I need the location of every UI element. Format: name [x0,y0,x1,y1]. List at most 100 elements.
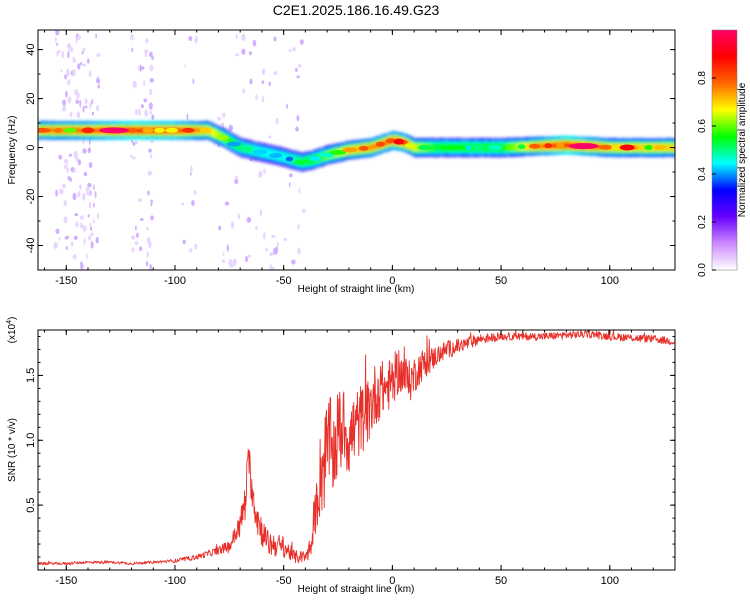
ridge-cell [177,127,180,133]
ridge-cell [383,139,386,146]
ridge-cell [541,143,544,150]
spectrogram-panel: -150 -100 -50 0 50 100 -40 -20 0 20 40 Height of s… [7,29,676,295]
noise-blob [247,254,252,258]
noise-blob [190,165,193,174]
noise-blob [70,241,74,247]
noise-blob [139,217,144,222]
noise-blob [75,38,78,44]
hotspot [38,127,51,133]
noise-blob [82,138,85,145]
ridge-cell [283,154,286,161]
hotspot [226,141,242,147]
noise-blob [144,109,149,117]
noise-blob [244,256,249,263]
x-tick-label: -150 [55,275,77,287]
noise-blob [77,63,81,70]
ridge-cell [369,144,372,151]
hotspot [216,135,229,141]
y-tick-label: 1.0 [25,433,37,448]
noise-blob [292,47,296,52]
ridge-cell [524,143,527,150]
noise-blob [189,248,193,253]
noise-blob [72,254,77,260]
noise-blob [56,42,59,46]
hotspot [417,145,432,151]
ridge-cell [198,127,201,134]
noise-blob [96,104,100,112]
ridge-cell [431,144,434,151]
ridge-cell [79,127,82,134]
noise-blob [62,99,67,106]
ridge-cell [293,157,296,163]
noise-blob [146,226,149,231]
noise-blob [87,214,90,218]
ridge-cell [227,137,230,143]
noise-blob [80,261,83,267]
ridge-cell [563,142,566,149]
ridge-cell [515,144,518,151]
noise-blob [72,56,75,63]
noise-blob [66,166,69,174]
ridge-cell [319,154,322,160]
noise-blob [77,159,82,166]
noise-blob [82,148,87,154]
noise-blob [286,103,288,110]
noise-blob [149,88,153,96]
x-tick-label: 0 [389,275,395,287]
ridge-cell [514,143,517,150]
noise-blob [55,228,60,235]
ridge-cell [652,145,655,151]
noise-blob [82,225,87,232]
ridge-cell [666,144,669,151]
ridge-cell [442,144,445,151]
noise-blob [90,241,94,249]
noise-blob [134,240,139,246]
hotspot [245,146,252,152]
hotspot [469,145,487,151]
hotspot [318,152,335,158]
ridge-cell [564,141,567,148]
noise-blob [82,63,87,67]
snr-y-scale: (x104) [6,317,18,344]
noise-blob [95,33,97,39]
noise-blob [73,235,78,241]
hotspot [126,127,137,133]
noise-blob [74,88,78,96]
noise-blob [149,263,152,270]
ridge-cell [53,127,56,134]
noise-blob [194,243,198,250]
noise-blob [149,110,153,115]
noise-blob [291,259,296,265]
ridge-cell [463,144,466,151]
ridge-cell [375,143,378,149]
ridge-cell [94,127,96,134]
ridge-cell [665,144,668,151]
hotspot [505,144,513,150]
noise-blob [147,190,150,196]
noise-blob [69,111,73,118]
ridge-cell [639,144,642,151]
noise-blob [261,95,265,103]
ridge-cell [441,144,443,151]
noise-blob [246,216,252,223]
colorbar-tick-label: 0.2 [697,215,708,229]
noise-blob [65,90,68,98]
noise-blob [237,213,241,220]
noise-blob [88,138,91,146]
hotspot [293,159,308,165]
ridge-cell [51,127,53,133]
noise-blob [232,258,237,266]
ridge-cell [77,127,80,134]
noise-blob [60,69,63,73]
noise-blob [79,184,82,190]
noise-blob [263,231,266,240]
noise-blob [248,51,252,56]
noise-blob [57,49,62,54]
ridge-cell [178,127,181,134]
noise-blob [276,241,279,248]
noise-blob [275,117,279,125]
ridge-cell [443,144,446,151]
noise-blob [191,200,195,207]
noise-blob [269,264,273,270]
noise-blob [150,215,154,221]
